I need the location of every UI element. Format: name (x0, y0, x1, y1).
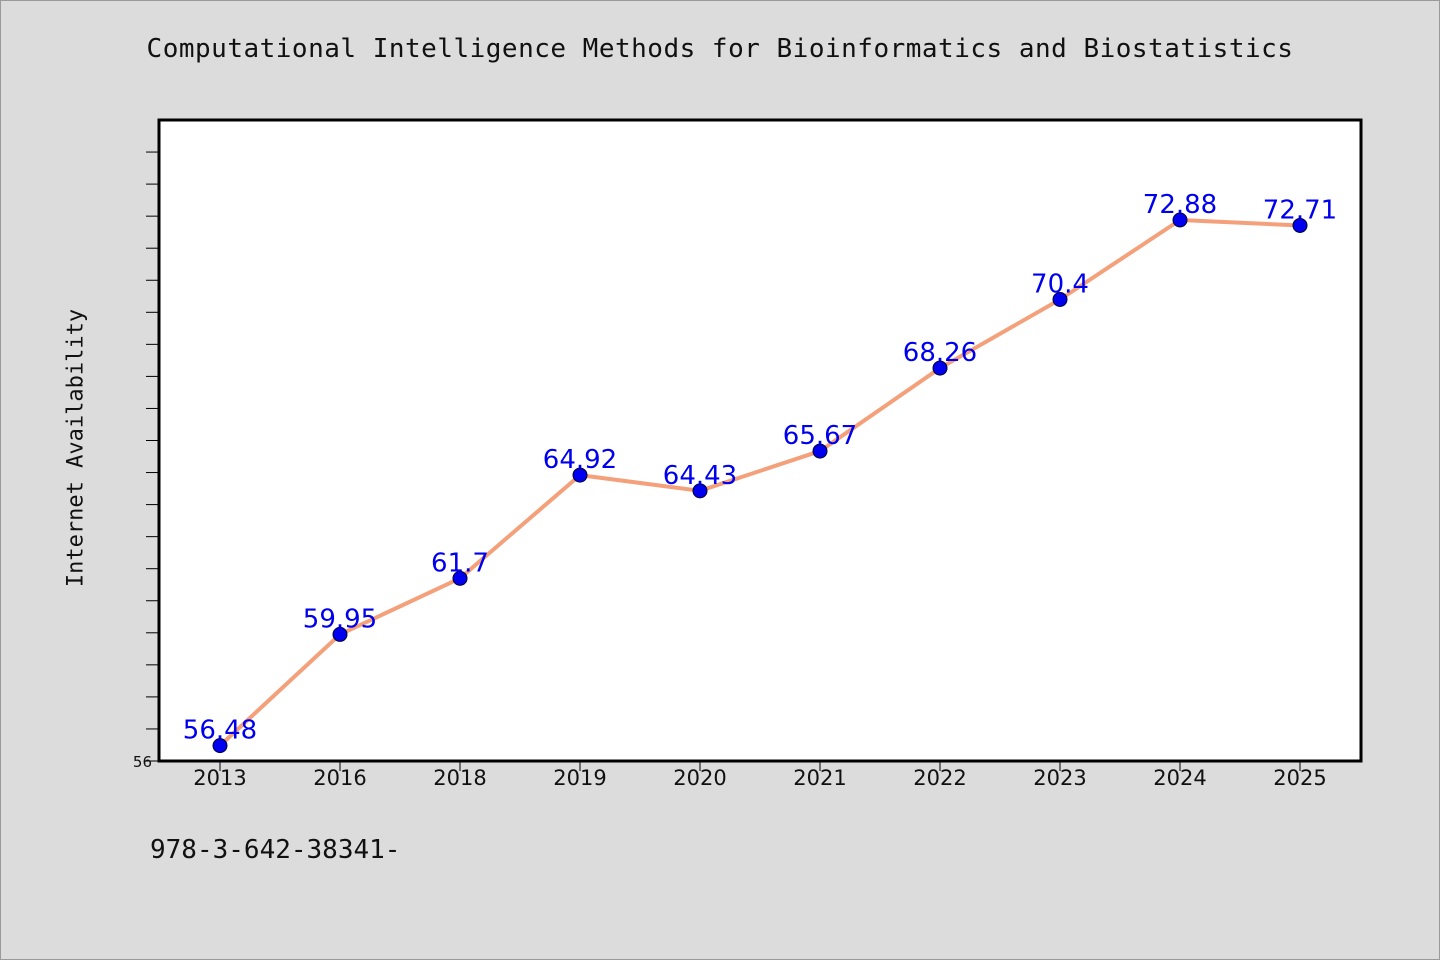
data-point-marker (692, 483, 708, 499)
series-line (218, 217, 1301, 748)
data-label: 56.48 (183, 716, 257, 746)
footnote-text: 978-3-642-38341- (150, 835, 401, 865)
data-label: 64.92 (543, 445, 617, 475)
x-tick-label: 2013 (193, 766, 246, 790)
data-point-marker (812, 443, 828, 459)
data-point-marker (932, 360, 948, 376)
data-point-marker (1292, 217, 1308, 233)
x-tick-label: 2023 (1033, 766, 1086, 790)
data-point-marker (332, 626, 348, 642)
data-point-marker (212, 738, 228, 754)
x-tick-label: 2024 (1153, 766, 1206, 790)
x-tick-label: 2020 (673, 766, 726, 790)
data-label: 72.88 (1143, 190, 1217, 220)
data-label: 65.67 (783, 421, 857, 451)
series-layer (212, 212, 1308, 754)
x-tick-label: 2022 (913, 766, 966, 790)
x-axis-ticks: 2013 2016 2018 2019 2020 2021 2022 2023 2024 2025 (193, 761, 1327, 790)
data-point-marker (1052, 291, 1068, 307)
data-label: 64.43 (663, 461, 737, 491)
x-tick-label: 2019 (553, 766, 606, 790)
x-tick-label: 2018 (433, 766, 486, 790)
data-point-marker (1172, 212, 1188, 228)
x-tick-label: 2025 (1273, 766, 1326, 790)
y-tick-label: 56 (133, 753, 152, 771)
data-label: 70.4 (1031, 269, 1089, 299)
data-point-marker (572, 467, 588, 483)
chart-title: Computational Intelligence Methods for B… (146, 34, 1294, 64)
data-label: 72.71 (1263, 195, 1337, 225)
x-tick-label: 2016 (313, 766, 366, 790)
data-labels: 56.48 59.95 61.7 64.92 64.43 65.67 68.26 70.4 72… (183, 190, 1337, 746)
plot-area (157, 118, 1363, 763)
data-label: 61.7 (431, 548, 489, 578)
x-tick-label: 2021 (793, 766, 846, 790)
data-label: 68.26 (903, 338, 977, 368)
data-point-marker (452, 570, 468, 586)
y-axis-ticks: 56 (133, 151, 158, 771)
data-label: 59.95 (303, 604, 377, 634)
